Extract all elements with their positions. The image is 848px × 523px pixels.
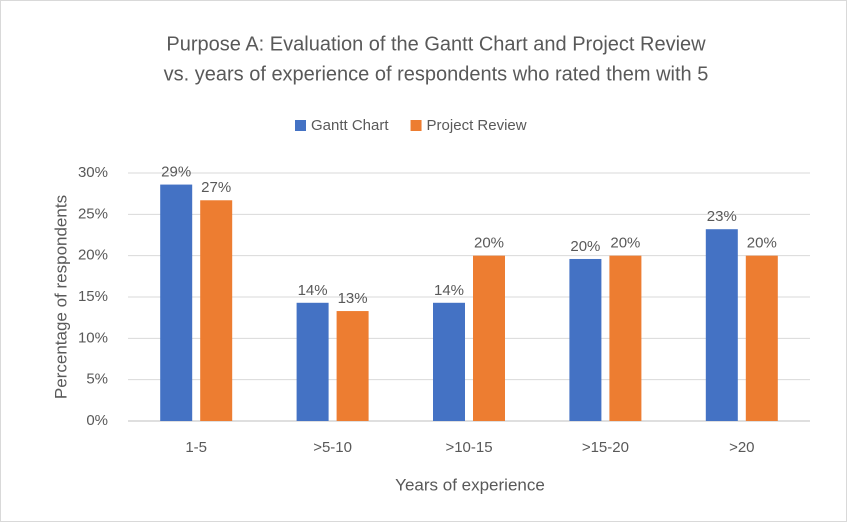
x-axis-title: Years of experience — [395, 475, 545, 494]
x-tick-label: >10-15 — [445, 439, 492, 456]
data-label: 14% — [434, 282, 464, 299]
y-axis-title: Percentage of respondents — [51, 195, 70, 399]
data-label: 20% — [474, 235, 504, 252]
x-tick-label: >15-20 — [582, 439, 629, 456]
data-label: 13% — [338, 290, 368, 307]
bar — [160, 184, 193, 421]
y-tick-label: 25% — [78, 205, 108, 222]
data-label: 14% — [298, 282, 328, 299]
x-tick-label: >5-10 — [313, 439, 352, 456]
legend-label: Gantt Chart — [311, 117, 389, 134]
legend-swatch — [295, 120, 306, 131]
bar — [296, 302, 329, 421]
bar — [433, 302, 465, 421]
data-label: 27% — [201, 179, 231, 196]
x-tick-label: 1-5 — [185, 439, 207, 456]
bar — [336, 311, 369, 421]
y-tick-label: 20% — [78, 247, 108, 264]
bar — [745, 255, 778, 421]
data-label: 20% — [570, 238, 600, 255]
legend-label: Project Review — [427, 117, 527, 134]
data-label: 29% — [161, 164, 191, 181]
data-label: 20% — [610, 235, 640, 252]
bar — [705, 229, 738, 421]
y-tick-label: 15% — [78, 288, 108, 305]
bar — [569, 258, 602, 421]
data-label: 20% — [747, 235, 777, 252]
data-label: 23% — [707, 208, 737, 225]
y-tick-label: 10% — [78, 329, 108, 346]
bar — [609, 255, 642, 421]
y-tick-label: 30% — [78, 164, 108, 181]
bar — [200, 200, 233, 421]
y-tick-label: 5% — [86, 371, 108, 388]
chart-title: Purpose A: Evaluation of the Gantt Chart… — [166, 33, 706, 55]
y-tick-label: 0% — [86, 412, 108, 429]
chart-title: vs. years of experience of respondents w… — [164, 63, 709, 85]
x-tick-label: >20 — [729, 439, 754, 456]
legend-swatch — [410, 120, 422, 131]
bar — [473, 255, 505, 421]
